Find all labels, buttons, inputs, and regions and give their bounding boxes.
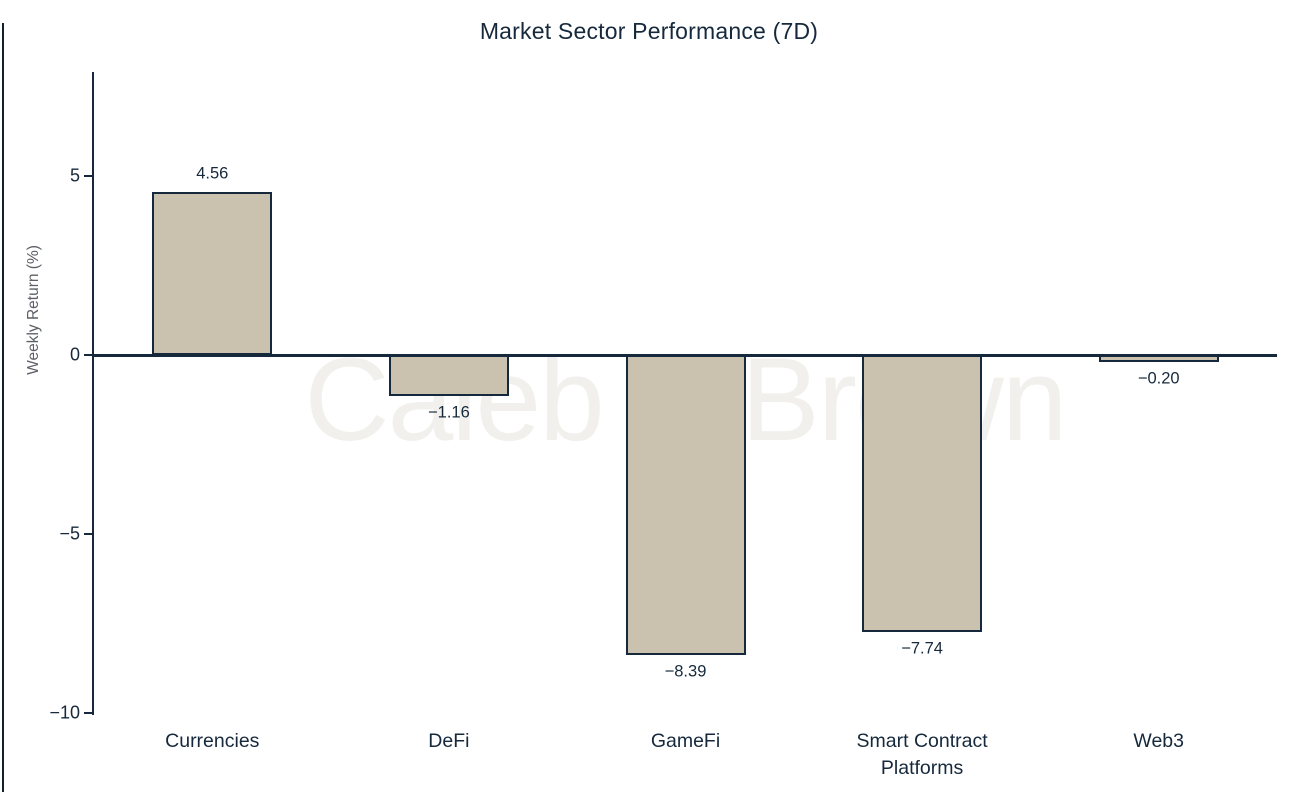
y-tick--5 — [84, 532, 92, 535]
category-label-defi: DeFi — [428, 730, 470, 752]
bar-currencies — [152, 191, 273, 355]
value-label-gamefi: −8.39 — [664, 662, 707, 681]
y-tick-label-0: 0 — [69, 344, 80, 365]
value-label-defi: −1.16 — [428, 403, 470, 422]
category-label-web3: Web3 — [1133, 730, 1184, 752]
category-label-gamefi: GameFi — [650, 730, 721, 752]
value-label-smart-contract-platforms: −7.74 — [901, 639, 943, 658]
y-tick-5 — [84, 175, 92, 178]
category-label-smart-contract-platforms: Smart Contract Platforms — [856, 730, 988, 779]
value-label-currencies: 4.56 — [196, 164, 229, 183]
y-tick-label--5: −5 — [59, 523, 80, 544]
category-label-currencies: Currencies — [165, 730, 260, 752]
y-tick-label-5: 5 — [69, 165, 80, 186]
value-label-web3: −0.20 — [1137, 369, 1180, 388]
zero-baseline — [92, 353, 1277, 357]
y-tick--10 — [84, 711, 92, 714]
y-axis-line — [92, 72, 94, 715]
chart-title: Market Sector Performance (7D) — [479, 18, 819, 44]
bar-defi — [388, 355, 509, 397]
y-axis-label: Weekly Return (%) — [25, 245, 42, 375]
bar-gamefi — [625, 355, 746, 656]
y-tick-label--10: −10 — [49, 702, 80, 723]
bar-smart-contract-platforms — [862, 355, 983, 632]
frame-border-left — [2, 23, 4, 792]
y-tick-0 — [84, 354, 92, 356]
